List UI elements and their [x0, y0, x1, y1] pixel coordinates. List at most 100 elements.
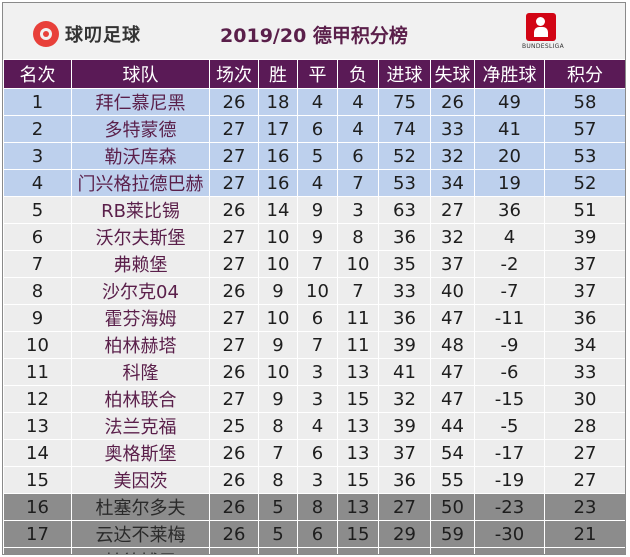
column-header-won: 胜	[258, 59, 298, 89]
goal-difference-cell: -15	[474, 385, 545, 413]
team-cell: 门兴格拉德巴赫	[71, 169, 210, 197]
site-logo: 球叨足球	[33, 21, 141, 47]
lost-cell: 13	[337, 439, 379, 467]
points-cell: 23	[544, 493, 625, 521]
lost-cell: 3	[337, 196, 379, 224]
goal-difference-cell: -19	[474, 466, 545, 494]
goals-for-cell: 36	[378, 304, 431, 332]
drawn-cell: 6	[297, 439, 338, 467]
lost-cell: 8	[337, 223, 379, 251]
goals-against-cell: 44	[430, 412, 475, 440]
bundesliga-logo-text: BUNDESLIGA	[521, 43, 565, 50]
team-cell: 美因茨	[71, 466, 210, 494]
table-row: 5 RB莱比锡 26 14 9 3 63 27 36 51	[3, 196, 625, 224]
won-cell: 10	[258, 358, 298, 386]
column-header-played: 场次	[209, 59, 259, 89]
played-cell: 26	[209, 493, 259, 521]
lost-cell: 13	[337, 358, 379, 386]
header-bar: 球叨足球 2019/20 德甲积分榜 BUNDESLIGA	[3, 3, 625, 59]
team-cell: 沙尔克04	[71, 277, 210, 305]
goals-against-cell: 55	[430, 547, 475, 554]
lost-cell: 4	[337, 115, 379, 143]
played-cell: 26	[209, 88, 259, 116]
goals-against-cell: 27	[430, 196, 475, 224]
table-row: 14 奥格斯堡 26 7 6 13 37 54 -17 27	[3, 439, 625, 467]
column-header-goals-against: 失球	[430, 59, 475, 89]
rank-cell: 5	[3, 196, 72, 224]
rank-cell: 13	[3, 412, 72, 440]
goal-difference-cell: -6	[474, 358, 545, 386]
points-cell: 58	[544, 88, 625, 116]
goals-for-cell: 36	[378, 466, 431, 494]
goals-for-cell: 53	[378, 169, 431, 197]
standings-body: 1 拜仁慕尼黑 26 18 4 4 75 26 49 58 2 多特蒙德 27 17 6 4 74 33 41 57 3…	[3, 88, 625, 554]
team-cell: 柏林联合	[71, 385, 210, 413]
lost-cell: 17	[337, 547, 379, 554]
points-cell: 51	[544, 196, 625, 224]
lost-cell: 15	[337, 466, 379, 494]
team-cell: 云达不莱梅	[71, 520, 210, 548]
rank-cell: 17	[3, 520, 72, 548]
goal-difference-cell: 49	[474, 88, 545, 116]
won-cell: 14	[258, 196, 298, 224]
goals-against-cell: 37	[430, 250, 475, 278]
points-cell: 30	[544, 385, 625, 413]
goals-against-cell: 33	[430, 115, 475, 143]
bundesliga-icon	[526, 13, 556, 41]
points-cell: 27	[544, 466, 625, 494]
won-cell: 10	[258, 250, 298, 278]
team-cell: 奥格斯堡	[71, 439, 210, 467]
goals-for-cell: 27	[378, 493, 431, 521]
goal-difference-cell: 20	[474, 142, 545, 170]
played-cell: 27	[209, 304, 259, 332]
rank-cell: 12	[3, 385, 72, 413]
goals-against-cell: 54	[430, 439, 475, 467]
drawn-cell: 9	[297, 196, 338, 224]
lost-cell: 7	[337, 277, 379, 305]
team-cell: 拜仁慕尼黑	[71, 88, 210, 116]
team-cell: 法兰克福	[71, 412, 210, 440]
table-row: 8 沙尔克04 26 9 10 7 33 40 -7 37	[3, 277, 625, 305]
played-cell: 27	[209, 223, 259, 251]
table-row: 3 勒沃库森 27 16 5 6 52 32 20 53	[3, 142, 625, 170]
goal-difference-cell: -30	[474, 520, 545, 548]
table-row: 6 沃尔夫斯堡 27 10 9 8 36 32 4 39	[3, 223, 625, 251]
goal-difference-cell: 36	[474, 196, 545, 224]
goals-against-cell: 26	[430, 88, 475, 116]
lost-cell: 11	[337, 304, 379, 332]
bundesliga-logo: BUNDESLIGA	[518, 13, 568, 53]
drawn-cell: 6	[297, 547, 338, 554]
played-cell: 27	[209, 250, 259, 278]
lost-cell: 6	[337, 142, 379, 170]
goals-against-cell: 55	[430, 466, 475, 494]
goals-against-cell: 50	[430, 493, 475, 521]
goals-for-cell: 41	[378, 358, 431, 386]
table-header-row: 名次 球队 场次 胜 平 负 进球 失球 净胜球 积分	[3, 59, 625, 89]
table-row: 4 门兴格拉德巴赫 27 16 4 7 53 34 19 52	[3, 169, 625, 197]
won-cell: 10	[258, 304, 298, 332]
goals-against-cell: 34	[430, 169, 475, 197]
page-title: 2019/20 德甲积分榜	[220, 25, 408, 47]
points-cell: 28	[544, 412, 625, 440]
goals-against-cell: 47	[430, 304, 475, 332]
rank-cell: 4	[3, 169, 72, 197]
lost-cell: 11	[337, 331, 379, 359]
played-cell: 27	[209, 385, 259, 413]
drawn-cell: 3	[297, 385, 338, 413]
drawn-cell: 4	[297, 88, 338, 116]
rank-cell: 3	[3, 142, 72, 170]
won-cell: 7	[258, 439, 298, 467]
goals-for-cell: 63	[378, 196, 431, 224]
drawn-cell: 7	[297, 250, 338, 278]
played-cell: 26	[209, 277, 259, 305]
goal-difference-cell: -7	[474, 277, 545, 305]
won-cell: 9	[258, 385, 298, 413]
column-header-lost: 负	[337, 59, 379, 89]
rank-cell: 15	[3, 466, 72, 494]
site-logo-text: 球叨足球	[65, 25, 141, 46]
goals-against-cell: 48	[430, 331, 475, 359]
table-row: 10 柏林赫塔 27 9 7 11 39 48 -9 34	[3, 331, 625, 359]
played-cell: 27	[209, 169, 259, 197]
drawn-cell: 4	[297, 169, 338, 197]
played-cell: 26	[209, 466, 259, 494]
